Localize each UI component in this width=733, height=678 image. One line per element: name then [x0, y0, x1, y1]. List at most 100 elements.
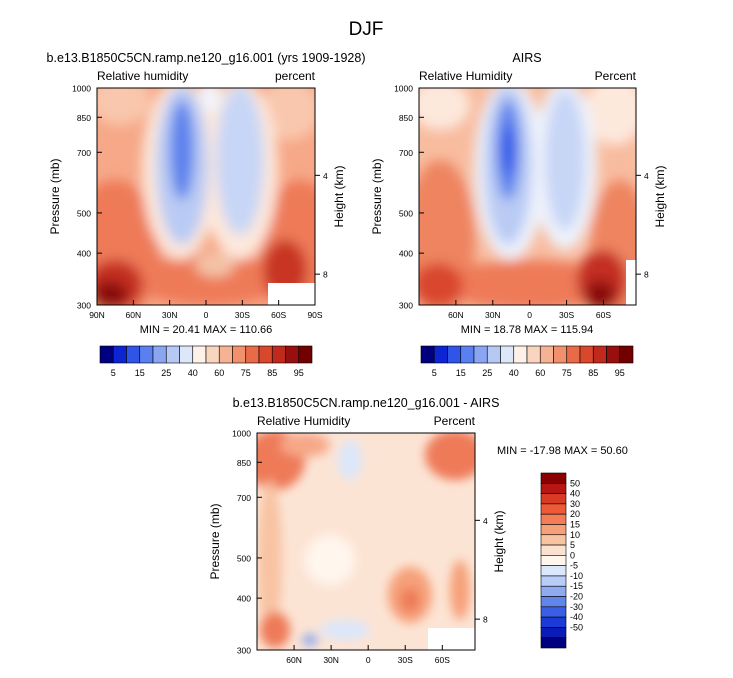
colorbar-label: -10	[570, 571, 583, 581]
colorbar-box	[606, 345, 621, 364]
x-tick-label: 0	[527, 310, 532, 320]
contour-field	[257, 433, 475, 650]
x-tick-label: 30S	[398, 655, 413, 665]
colorbar-box	[460, 345, 475, 364]
colorbar-label: 5	[111, 368, 116, 378]
height-tick-label: 8	[483, 615, 488, 625]
colorbar-label: 95	[294, 368, 304, 378]
x-tick-label: 30N	[162, 310, 178, 320]
colorbar-label: -30	[570, 602, 583, 612]
colorbar-box	[540, 503, 567, 515]
y-axis-title: Pressure (mb)	[208, 503, 222, 579]
colorbar-box	[540, 637, 567, 649]
colorbar-label: 20	[570, 509, 580, 519]
colorbar-box	[540, 513, 567, 525]
colorbar-box	[579, 345, 594, 364]
x-tick-label: 0	[204, 310, 209, 320]
panel-title: b.e13.B1850C5CN.ramp.ne120_g16.001 (yrs …	[47, 51, 366, 65]
colorbar-label: 0	[570, 550, 575, 560]
colorbar-label: 30	[570, 499, 580, 509]
y-tick-label: 1000	[72, 84, 91, 94]
colorbar-box	[152, 345, 167, 364]
y2-axis-title: Height (km)	[653, 165, 667, 227]
colorbar-label: 40	[509, 368, 519, 378]
missing-data-mask	[268, 283, 315, 305]
missing-data-mask	[428, 628, 475, 650]
x-tick-label: 60N	[126, 310, 142, 320]
colorbar-label: 15	[570, 519, 580, 529]
contour-field	[419, 88, 636, 305]
colorbar-box	[258, 345, 273, 364]
colorbar-label: 25	[482, 368, 492, 378]
x-tick-label: 30N	[323, 655, 339, 665]
y-axis-title: Pressure (mb)	[370, 158, 384, 234]
panel-title: AIRS	[512, 51, 541, 65]
colorbar-box	[179, 345, 194, 364]
units-label: Percent	[434, 414, 476, 428]
y-tick-label: 1000	[394, 84, 413, 94]
colorbar-label: -40	[570, 612, 583, 622]
colorbar-box	[540, 575, 567, 587]
colorbar-box	[540, 493, 567, 505]
x-tick-label: 60S	[596, 310, 611, 320]
colorbar-box	[619, 345, 634, 364]
colorbar-label: 75	[241, 368, 251, 378]
panel-title: b.e13.B1850C5CN.ramp.ne120_g16.001 - AIR…	[233, 396, 500, 410]
colorbar-box	[540, 472, 567, 484]
colorbar-box	[540, 524, 567, 536]
colorbar-box	[232, 345, 247, 364]
colorbar-label: 40	[570, 489, 580, 499]
colorbar: 5 15 25 40 60 75 85 95	[99, 345, 313, 378]
plot-frame	[418, 87, 637, 306]
y-tick-label: 700	[237, 493, 251, 503]
colorbar-box	[540, 616, 567, 628]
colorbar-box	[298, 345, 313, 364]
colorbar-box	[540, 482, 567, 494]
colorbar-label: 5	[570, 540, 575, 550]
y-tick-label: 400	[77, 249, 91, 259]
colorbar-box	[592, 345, 607, 364]
colorbar-label: -20	[570, 592, 583, 602]
height-tick-label: 8	[323, 270, 328, 280]
stats-label: MIN = 20.41 MAX = 110.66	[140, 324, 272, 336]
colorbar-box	[540, 534, 567, 546]
colorbar-box	[540, 544, 567, 556]
colorbar-label: 60	[535, 368, 545, 378]
colorbar-box	[218, 345, 233, 364]
colorbar-label: 50	[570, 478, 580, 488]
variable-label: Relative Humidity	[257, 414, 350, 428]
colorbar-box	[245, 345, 260, 364]
colorbar-box	[271, 345, 286, 364]
x-tick-label: 60N	[448, 310, 464, 320]
colorbar-box	[165, 345, 180, 364]
colorbar-label: 85	[267, 368, 277, 378]
y-axis-title: Pressure (mb)	[48, 158, 62, 234]
colorbar-box	[540, 596, 567, 608]
colorbar-box	[99, 345, 114, 364]
colorbar-box	[486, 345, 501, 364]
height-tick-label: 4	[323, 171, 328, 181]
colorbar-box	[447, 345, 462, 364]
stats-label: MIN = -17.98 MAX = 50.60	[497, 445, 628, 457]
y-tick-label: 300	[399, 301, 413, 311]
x-tick-label: 30N	[485, 310, 501, 320]
colorbar-box	[540, 555, 567, 566]
colorbar-box	[540, 585, 567, 597]
colorbar-box	[539, 345, 554, 364]
colorbar-label: 60	[214, 368, 224, 378]
y-tick-label: 700	[77, 148, 91, 158]
colorbar-label: 15	[135, 368, 145, 378]
colorbar-box	[205, 345, 220, 364]
height-tick-label: 4	[644, 171, 649, 181]
colorbar-box	[112, 345, 127, 364]
colorbar-box	[126, 345, 141, 364]
panel-model: b.e13.B1850C5CN.ramp.ne120_g16.001 (yrs …	[47, 51, 366, 378]
y-tick-label: 300	[77, 301, 91, 311]
y2-axis-title: Height (km)	[332, 165, 346, 227]
x-tick-label: 90N	[89, 310, 105, 320]
colorbar-label: 95	[615, 368, 625, 378]
colorbar-box	[139, 345, 154, 364]
y-tick-label: 400	[237, 594, 251, 604]
